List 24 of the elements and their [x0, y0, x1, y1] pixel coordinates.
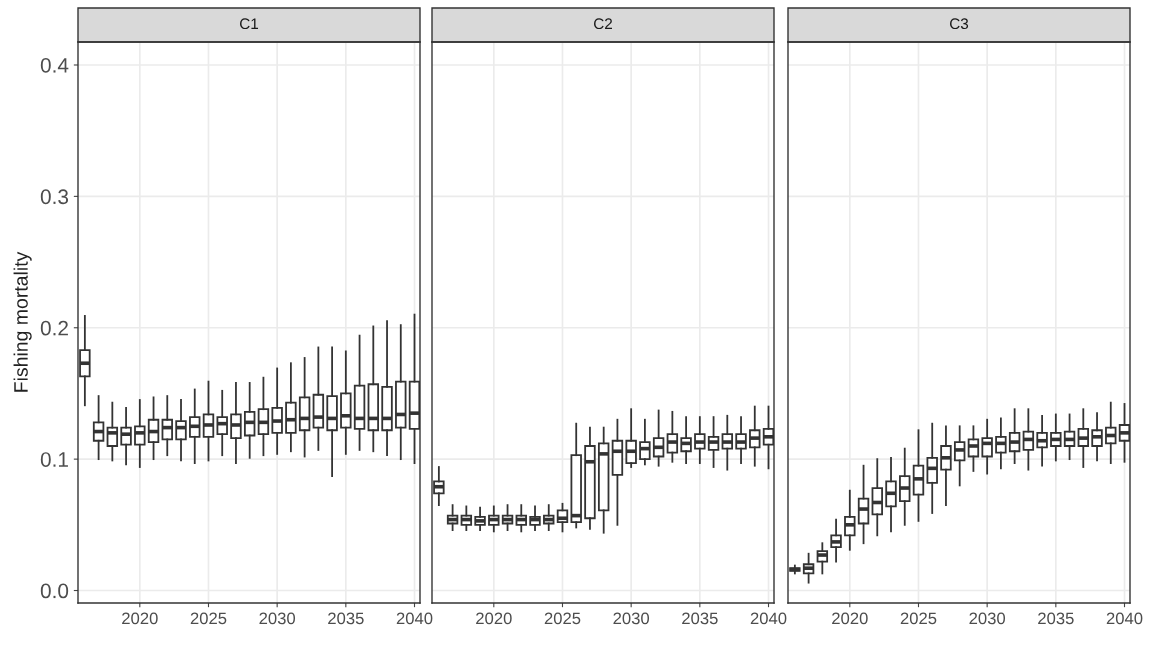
x-tick-label: 2035	[682, 612, 718, 625]
y-tick-label: 0.4	[40, 57, 69, 73]
chart-title: C3	[950, 18, 969, 30]
x-tick-label: 2030	[969, 612, 1006, 625]
x-tick-label: 2030	[259, 612, 296, 625]
x-tick-label: 2035	[328, 612, 364, 625]
y-tick-label: 0.0	[40, 583, 69, 599]
chart-title: C2	[594, 18, 612, 30]
x-tick-label: 2040	[396, 612, 433, 625]
y-tick-label: 0.3	[40, 189, 69, 205]
x-tick-label: 2040	[1106, 612, 1143, 625]
x-tick-label: 2020	[476, 612, 512, 625]
x-tick-label: 2025	[900, 612, 937, 625]
y-tick-label: 0.2	[40, 320, 68, 336]
x-tick-label: 2020	[832, 612, 868, 625]
x-tick-label: 2025	[190, 612, 227, 625]
chart-title: C1	[240, 18, 259, 30]
y-tick-label: 0.1	[40, 452, 68, 467]
x-tick-label: 2025	[544, 612, 581, 625]
x-tick-label: 2035	[1038, 612, 1074, 625]
x-tick-label: 2020	[122, 612, 158, 625]
x-tick-label: 2030	[613, 612, 650, 625]
y-axis-title: Fishing mortality	[13, 251, 32, 392]
x-tick-label: 2040	[750, 612, 787, 625]
